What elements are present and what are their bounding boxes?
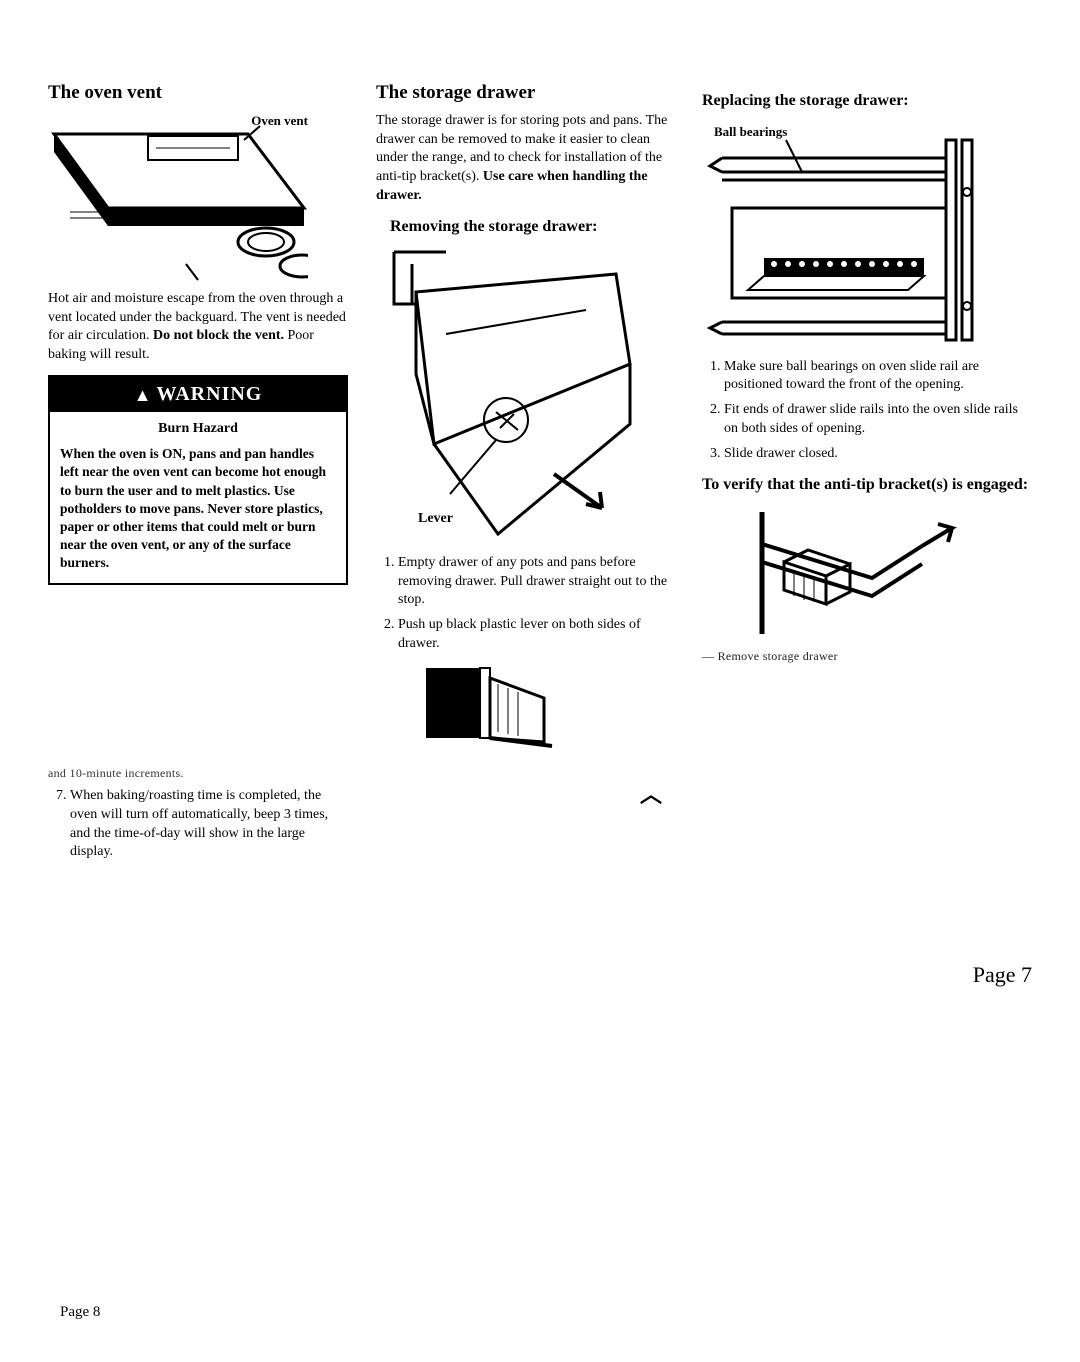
page-number-8: Page 8 — [60, 1302, 100, 1322]
replacing-step-2: Fit ends of drawer slide rails into the … — [724, 401, 1032, 439]
oven-vent-body: Hot air and moisture escape from the ove… — [48, 290, 348, 366]
oven-vent-title: The oven vent — [48, 80, 348, 106]
page-columns: The oven vent Oven vent — [48, 80, 1032, 870]
warning-text: When the oven is ON, pans and pan handle… — [60, 445, 336, 573]
oven-vent-illustration: Oven vent — [48, 112, 308, 282]
ball-bearings-label: Ball bearings — [714, 124, 787, 139]
drawer-small-svg — [416, 662, 566, 748]
storage-drawer-intro: The storage drawer is for storing pots a… — [376, 112, 674, 206]
ball-bearing-svg: Ball bearings — [702, 118, 992, 358]
column-1: The oven vent Oven vent — [48, 80, 348, 870]
verify-title: To verify that the anti-tip bracket(s) i… — [702, 474, 1032, 496]
replacing-steps: Make sure ball bearings on oven slide ra… — [702, 358, 1032, 464]
warning-triangle-icon: ▲ — [134, 383, 153, 407]
removing-step-1: Empty drawer of any pots and pans before… — [398, 554, 674, 611]
fragment-item-7: When baking/roasting time is completed, … — [70, 787, 348, 863]
removing-title: Removing the storage drawer: — [376, 216, 674, 238]
warning-hazard-title: Burn Hazard — [60, 420, 336, 439]
fragment-list: When baking/roasting time is completed, … — [48, 787, 348, 863]
storage-drawer-title: The storage drawer — [376, 80, 674, 106]
drawer-small-illustration — [416, 662, 566, 748]
removing-step-2: Push up black plastic lever on both side… — [398, 616, 674, 654]
remove-storage-fragment: — Remove storage drawer — [702, 648, 1032, 664]
anti-tip-svg — [722, 504, 962, 644]
chevron-up-icon: ︿ — [640, 780, 662, 810]
replacing-title: Replacing the storage drawer: — [702, 90, 1032, 112]
fragment-clipped-line: and 10-minute increments. — [48, 765, 348, 781]
ball-bearing-illustration: Ball bearings — [702, 118, 992, 348]
warning-box: ▲WARNING Burn Hazard When the oven is ON… — [48, 375, 348, 584]
warning-header: ▲WARNING — [50, 377, 346, 412]
warning-body: Burn Hazard When the oven is ON, pans an… — [50, 412, 346, 582]
lever-label: Lever — [418, 511, 453, 526]
oven-vent-label: Oven vent — [251, 112, 308, 130]
removing-illustration: Lever — [386, 244, 636, 544]
column-3: Replacing the storage drawer: Ball beari… — [702, 80, 1032, 870]
replacing-step-1: Make sure ball bearings on oven slide ra… — [724, 358, 1032, 396]
removing-steps: Empty drawer of any pots and pans before… — [376, 554, 674, 654]
column-2: The storage drawer The storage drawer is… — [376, 80, 674, 870]
warning-header-text: WARNING — [156, 383, 262, 405]
replacing-step-3: Slide drawer closed. — [724, 445, 1032, 464]
removing-svg: Lever — [386, 244, 636, 544]
oven-vent-svg — [48, 112, 308, 282]
page-number-7: Page 7 — [973, 960, 1032, 990]
anti-tip-illustration — [722, 504, 962, 644]
lower-fragment: and 10-minute increments. When baking/ro… — [48, 765, 348, 863]
